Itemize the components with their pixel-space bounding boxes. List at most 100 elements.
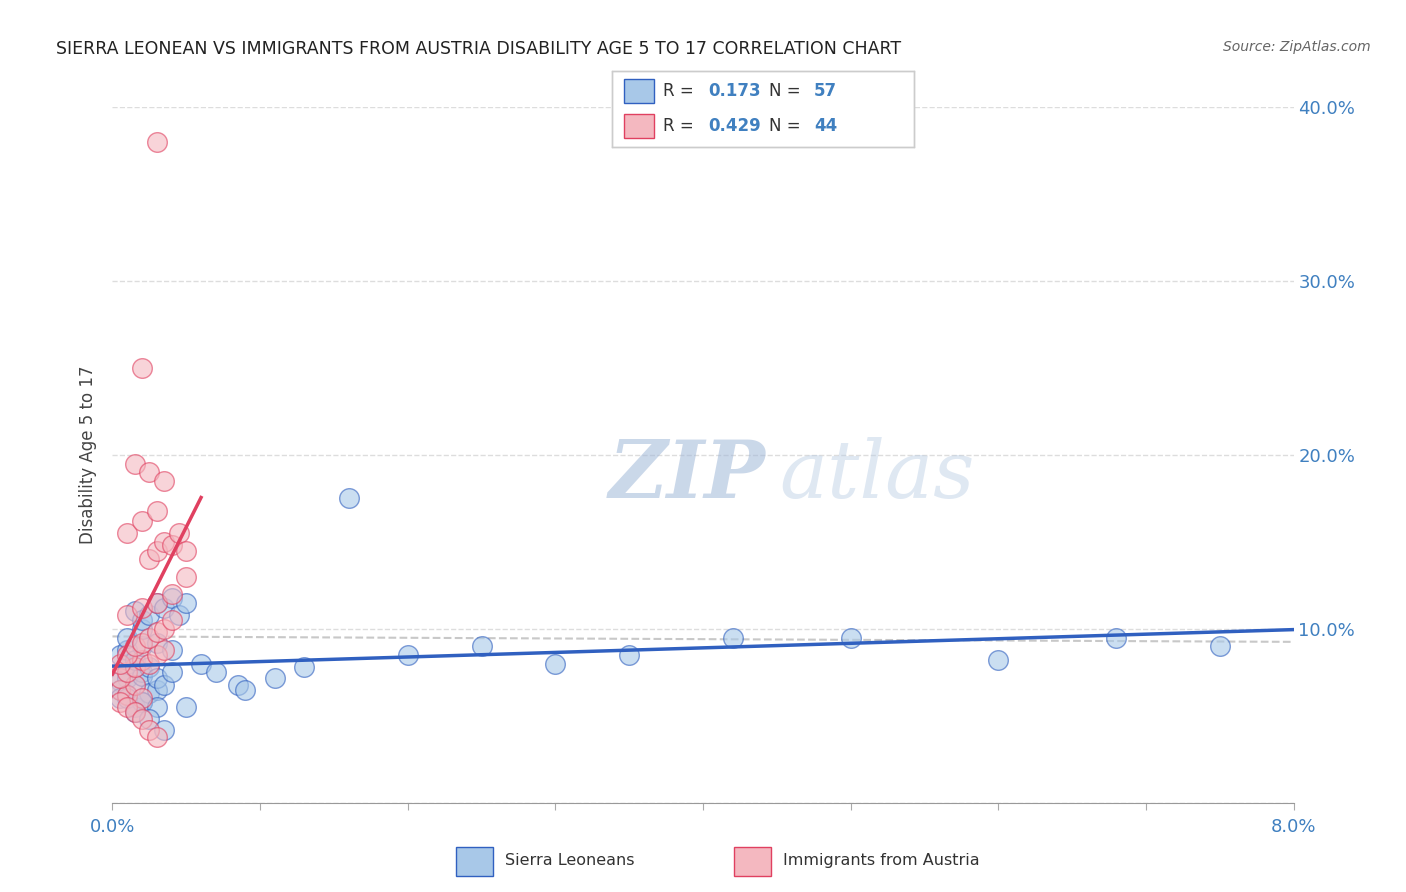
Point xyxy=(264,671,287,685)
Text: Source: ZipAtlas.com: Source: ZipAtlas.com xyxy=(1223,40,1371,54)
Point xyxy=(124,677,146,691)
Point xyxy=(153,677,176,691)
Point xyxy=(131,669,153,683)
Point xyxy=(124,639,146,653)
Point xyxy=(160,642,183,657)
Text: Sierra Leoneans: Sierra Leoneans xyxy=(505,854,634,868)
Point xyxy=(108,682,131,697)
Point xyxy=(138,552,160,566)
Point xyxy=(1105,631,1128,645)
Point xyxy=(167,607,190,622)
Bar xyxy=(624,114,654,138)
Point xyxy=(117,631,138,645)
Point xyxy=(117,688,138,702)
Point xyxy=(146,625,169,640)
Point xyxy=(292,660,315,674)
Point xyxy=(160,591,183,605)
Point xyxy=(167,526,190,541)
Point xyxy=(108,682,131,697)
Point xyxy=(108,695,131,709)
Point xyxy=(146,636,169,650)
Point xyxy=(160,587,183,601)
Point xyxy=(174,570,197,584)
Bar xyxy=(734,847,770,876)
Point xyxy=(124,660,146,674)
Text: 57: 57 xyxy=(814,82,837,100)
Point xyxy=(117,657,138,671)
Point xyxy=(124,700,146,714)
Point xyxy=(131,691,153,706)
Point xyxy=(337,491,360,506)
Point xyxy=(138,466,160,480)
Point xyxy=(108,671,131,685)
Point xyxy=(146,543,169,558)
Point xyxy=(117,526,138,541)
Point xyxy=(124,605,146,619)
Point xyxy=(138,712,160,726)
Point xyxy=(153,534,176,549)
Point xyxy=(146,700,169,714)
Point xyxy=(1208,639,1232,653)
Point xyxy=(108,648,131,662)
Point xyxy=(160,665,183,680)
Text: 44: 44 xyxy=(814,117,838,135)
Point xyxy=(117,642,138,657)
Point xyxy=(138,723,160,737)
Point xyxy=(124,457,146,471)
Point xyxy=(190,657,212,671)
Point xyxy=(619,648,641,662)
Text: 0.173: 0.173 xyxy=(709,82,761,100)
Text: N =: N = xyxy=(769,82,806,100)
Point xyxy=(131,601,153,615)
Point xyxy=(146,596,169,610)
Point xyxy=(987,653,1010,667)
Point xyxy=(124,706,146,720)
Text: R =: R = xyxy=(664,82,699,100)
Point xyxy=(226,677,249,691)
Bar xyxy=(624,79,654,103)
Point xyxy=(131,695,153,709)
Point xyxy=(117,671,138,685)
Text: 0.429: 0.429 xyxy=(709,117,761,135)
Point xyxy=(131,636,153,650)
Y-axis label: Disability Age 5 to 17: Disability Age 5 to 17 xyxy=(79,366,97,544)
Point xyxy=(160,613,183,627)
Text: N =: N = xyxy=(769,117,806,135)
Point xyxy=(153,642,176,657)
Point xyxy=(117,648,138,662)
Point xyxy=(138,607,160,622)
Point xyxy=(117,688,138,702)
Point xyxy=(153,723,176,737)
Text: SIERRA LEONEAN VS IMMIGRANTS FROM AUSTRIA DISABILITY AGE 5 TO 17 CORRELATION CHA: SIERRA LEONEAN VS IMMIGRANTS FROM AUSTRI… xyxy=(56,40,901,58)
Point xyxy=(131,712,153,726)
Point xyxy=(131,613,153,627)
Point xyxy=(146,503,169,517)
Point xyxy=(174,700,197,714)
Point xyxy=(153,474,176,488)
Point xyxy=(146,596,169,610)
Text: Immigrants from Austria: Immigrants from Austria xyxy=(783,854,980,868)
Point xyxy=(721,631,744,645)
Text: R =: R = xyxy=(664,117,699,135)
Point xyxy=(124,653,146,667)
Point xyxy=(160,538,183,552)
Point xyxy=(174,596,197,610)
Point xyxy=(153,601,176,615)
Point xyxy=(131,653,153,667)
Point xyxy=(117,607,138,622)
Point xyxy=(138,657,160,671)
Point xyxy=(146,682,169,697)
Point xyxy=(117,691,138,706)
Point xyxy=(138,660,160,674)
Point xyxy=(131,622,153,636)
Bar xyxy=(456,847,492,876)
Point xyxy=(146,648,169,662)
Point xyxy=(108,657,131,671)
Point xyxy=(471,639,494,653)
Text: ZIP: ZIP xyxy=(609,437,765,515)
Point xyxy=(124,706,146,720)
Point xyxy=(205,665,228,680)
Point xyxy=(153,622,176,636)
Point xyxy=(117,700,138,714)
Point xyxy=(138,686,160,700)
